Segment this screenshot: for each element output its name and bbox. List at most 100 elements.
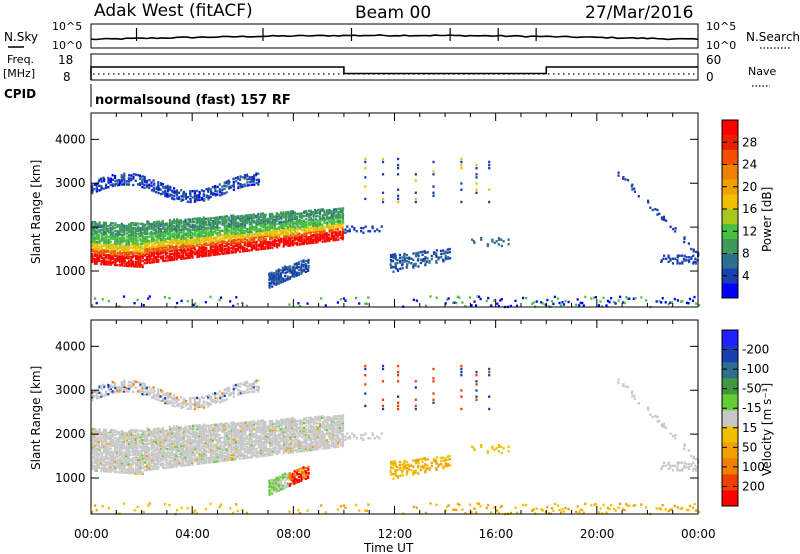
scatter-point xyxy=(268,281,271,285)
scatter-point xyxy=(243,240,247,243)
scatter-point xyxy=(125,447,128,450)
scatter-point xyxy=(398,253,402,257)
scatter-point xyxy=(253,233,256,236)
scatter-point xyxy=(269,220,272,224)
scatter-point xyxy=(214,432,217,436)
scatter-point xyxy=(205,440,208,443)
scatter-point xyxy=(93,247,96,250)
scatter-point xyxy=(141,432,144,436)
scatter-point xyxy=(364,160,367,164)
scatter-point xyxy=(309,232,312,235)
scatter-point xyxy=(180,195,183,198)
scatter-point xyxy=(339,216,342,220)
scatter-point xyxy=(227,234,230,238)
scatter-point xyxy=(414,173,417,176)
scatter-point xyxy=(103,470,106,473)
scatter-point xyxy=(141,239,144,242)
scatter-point xyxy=(118,471,122,474)
scatter-point xyxy=(152,254,155,258)
scatter-point xyxy=(403,252,406,256)
scatter-point xyxy=(268,223,272,227)
scatter-point xyxy=(107,438,110,441)
scatter-point xyxy=(155,443,158,446)
scatter-point xyxy=(320,217,324,220)
scatter-point xyxy=(252,239,256,242)
scatter-point xyxy=(189,457,192,460)
scatter-point xyxy=(95,441,98,445)
scatter-point xyxy=(168,245,171,248)
scatter-point xyxy=(323,218,326,222)
scatter-point xyxy=(110,439,113,443)
scatter-point xyxy=(292,225,295,228)
scatter-point xyxy=(104,430,107,433)
scatter-point xyxy=(157,232,160,236)
scatter-point xyxy=(153,231,156,235)
scatter-point xyxy=(273,227,276,231)
scatter-point xyxy=(225,443,228,447)
scatter-point xyxy=(302,259,305,262)
scatter-point xyxy=(119,245,122,249)
scatter-point xyxy=(250,454,253,457)
scatter-point xyxy=(102,227,105,231)
scatter-point xyxy=(143,226,146,230)
scatter-point xyxy=(311,238,315,241)
scatter-point xyxy=(248,220,251,223)
scatter-point xyxy=(267,221,270,224)
scatter-point xyxy=(198,456,201,459)
scatter-point xyxy=(236,454,240,457)
scatter-point xyxy=(98,457,101,460)
scatter-point xyxy=(159,246,162,249)
scatter-point xyxy=(255,248,258,251)
scatter-point xyxy=(107,235,110,239)
scatter-point xyxy=(164,431,167,434)
scatter-point xyxy=(284,235,288,239)
scatter-point xyxy=(279,279,282,283)
scatter-point xyxy=(130,174,133,177)
scatter-point xyxy=(296,212,299,216)
scatter-point xyxy=(180,225,183,228)
scatter-point xyxy=(217,427,220,431)
scatter-point xyxy=(170,249,174,252)
scatter-point xyxy=(100,246,103,249)
scatter-point xyxy=(102,249,105,252)
scatter-point xyxy=(444,250,447,253)
scatter-point xyxy=(161,459,164,462)
scatter-point xyxy=(113,250,117,253)
scatter-point xyxy=(189,247,192,250)
scatter-point xyxy=(120,227,123,230)
scatter-point xyxy=(182,226,185,229)
scatter-point xyxy=(155,228,158,231)
scatter-point xyxy=(246,175,249,178)
scatter-point xyxy=(130,231,133,234)
scatter-point xyxy=(119,241,122,244)
scatter-point xyxy=(207,439,210,443)
scatter-point xyxy=(305,213,308,216)
scatter-point xyxy=(105,261,108,264)
scatter-point xyxy=(178,460,181,463)
scatter-point xyxy=(148,462,151,465)
scatter-point xyxy=(228,187,231,190)
scatter-point xyxy=(166,237,169,241)
scatter-point xyxy=(672,227,675,231)
scatter-point xyxy=(460,188,463,191)
scatter-point xyxy=(116,224,119,227)
scatter-point xyxy=(196,462,199,466)
scatter-point xyxy=(304,270,308,273)
scatter-point xyxy=(214,437,217,440)
scatter-point xyxy=(291,267,294,270)
scatter-point xyxy=(390,266,393,269)
scatter-point xyxy=(273,273,276,276)
scatter-point xyxy=(143,186,146,189)
scatter-point xyxy=(93,429,97,432)
nave-label: Nave xyxy=(748,65,776,78)
scatter-point xyxy=(93,188,96,191)
scatter-point xyxy=(182,222,185,225)
scatter-point xyxy=(282,237,285,240)
scatter-point xyxy=(221,241,224,245)
scatter-point xyxy=(278,213,281,216)
scatter-point xyxy=(424,262,427,265)
scatter-point xyxy=(98,241,101,244)
scatter-point xyxy=(139,441,142,445)
scatter-point xyxy=(144,237,147,240)
scatter-point xyxy=(417,251,420,254)
